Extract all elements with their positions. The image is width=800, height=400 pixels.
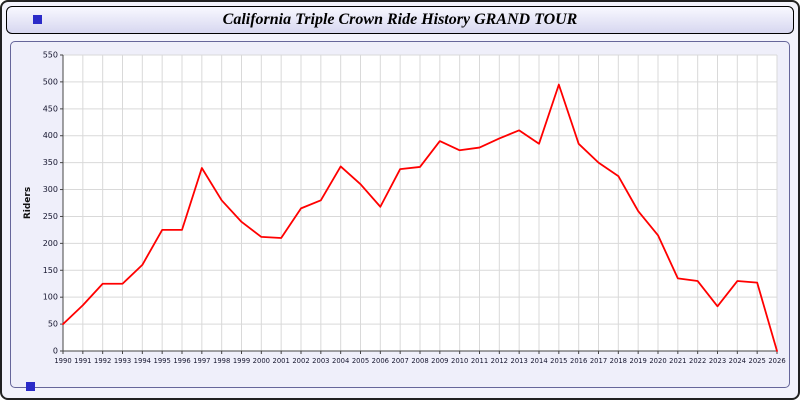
svg-text:2014: 2014 (530, 357, 547, 365)
svg-text:400: 400 (43, 131, 58, 140)
blue-square-icon (33, 15, 42, 24)
svg-text:2007: 2007 (392, 357, 409, 365)
svg-text:1992: 1992 (94, 357, 111, 365)
svg-text:2004: 2004 (332, 357, 349, 365)
svg-text:2016: 2016 (570, 357, 587, 365)
svg-text:2013: 2013 (511, 357, 528, 365)
svg-text:2018: 2018 (610, 357, 627, 365)
svg-text:1999: 1999 (233, 357, 250, 365)
svg-text:2022: 2022 (689, 357, 706, 365)
svg-text:2001: 2001 (273, 357, 290, 365)
svg-text:2019: 2019 (630, 357, 647, 365)
svg-text:2010: 2010 (451, 357, 468, 365)
svg-text:550: 550 (43, 51, 58, 60)
chart-panel: 0 50 100 150 200 250 300 350 400 450 500 550 1990 199… (10, 41, 790, 388)
svg-text:2003: 2003 (312, 357, 329, 365)
svg-text:2000: 2000 (253, 357, 270, 365)
svg-text:1994: 1994 (134, 357, 151, 365)
svg-text:1996: 1996 (173, 357, 190, 365)
svg-text:2009: 2009 (431, 357, 448, 365)
svg-text:2026: 2026 (768, 357, 785, 365)
svg-text:1998: 1998 (213, 357, 230, 365)
svg-text:250: 250 (43, 212, 58, 221)
svg-text:1993: 1993 (114, 357, 131, 365)
svg-text:2015: 2015 (550, 357, 567, 365)
svg-text:100: 100 (43, 293, 58, 302)
svg-text:1991: 1991 (74, 357, 91, 365)
y-axis-title: Riders (23, 187, 33, 219)
svg-text:50: 50 (48, 320, 58, 329)
svg-text:2008: 2008 (411, 357, 428, 365)
svg-text:2012: 2012 (491, 357, 508, 365)
svg-text:450: 450 (43, 104, 58, 113)
svg-text:150: 150 (43, 266, 58, 275)
svg-text:2021: 2021 (669, 357, 686, 365)
svg-text:1990: 1990 (54, 357, 71, 365)
svg-text:2017: 2017 (590, 357, 607, 365)
svg-text:2025: 2025 (749, 357, 766, 365)
svg-text:2024: 2024 (729, 357, 746, 365)
svg-text:0: 0 (53, 347, 58, 356)
svg-text:1997: 1997 (193, 357, 210, 365)
svg-text:2023: 2023 (709, 357, 726, 365)
svg-text:2002: 2002 (292, 357, 309, 365)
svg-text:2005: 2005 (352, 357, 369, 365)
svg-text:200: 200 (43, 239, 58, 248)
blue-square-icon (26, 382, 35, 391)
svg-text:2020: 2020 (649, 357, 666, 365)
svg-text:500: 500 (43, 77, 58, 86)
title-bar: California Triple Crown Ride History GRA… (6, 6, 794, 34)
svg-text:2011: 2011 (471, 357, 488, 365)
svg-text:2006: 2006 (372, 357, 389, 365)
svg-text:1995: 1995 (154, 357, 171, 365)
svg-text:300: 300 (43, 185, 58, 194)
page-title: California Triple Crown Ride History GRA… (222, 11, 578, 28)
svg-text:350: 350 (43, 158, 58, 167)
